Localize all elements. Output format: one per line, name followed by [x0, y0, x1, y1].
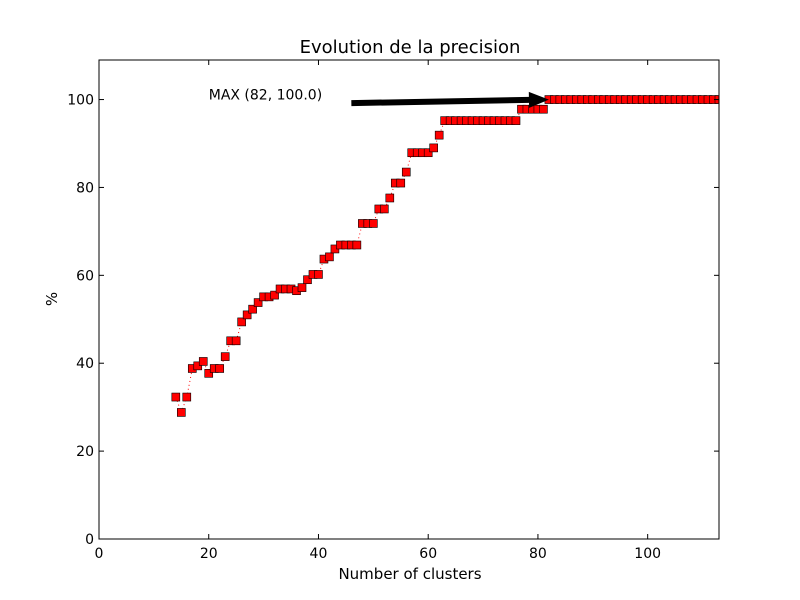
x-tick-label: 100 — [634, 546, 661, 562]
data-point — [401, 167, 411, 177]
data-point — [204, 369, 214, 378]
data-point — [248, 304, 257, 314]
max-annotation: MAX (82, 100.0) — [209, 88, 549, 108]
axis-ticks: 0 20 40 60 80 100 0 20 40 60 80 100 — [67, 60, 719, 562]
x-tick-label: 80 — [529, 546, 547, 562]
y-tick-label: 80 — [76, 180, 94, 196]
data-point — [352, 240, 362, 250]
data-point — [242, 310, 252, 320]
x-axis-label: Number of clusters — [338, 565, 481, 583]
series-line — [175, 99, 719, 414]
chart-title: Evolution de la precision — [300, 37, 521, 58]
y-tick-label: 40 — [76, 356, 94, 372]
data-point — [270, 290, 279, 300]
data-point — [253, 298, 263, 307]
data-point — [177, 408, 186, 417]
data-point — [325, 252, 334, 262]
x-tick-label: 20 — [200, 546, 218, 562]
data-point — [380, 204, 389, 214]
data-point — [231, 336, 241, 346]
data-point — [182, 392, 192, 402]
data-point — [237, 317, 246, 327]
x-tick-label: 40 — [310, 546, 328, 562]
plot-area — [171, 95, 719, 417]
y-tick-label: 60 — [76, 268, 94, 284]
data-point — [215, 364, 225, 373]
data-point — [303, 275, 312, 285]
data-point — [171, 392, 181, 402]
data-point — [511, 116, 521, 125]
y-axis-label: % — [43, 292, 61, 306]
data-point — [429, 143, 438, 153]
data-point — [297, 283, 307, 292]
data-point — [198, 357, 208, 366]
data-point — [539, 104, 548, 114]
y-tick-label: 0 — [85, 532, 94, 548]
data-point — [369, 219, 378, 228]
plot-frame — [98, 59, 720, 540]
max-annotation-text: MAX (82, 100.0) — [209, 88, 322, 104]
x-tick-label: 0 — [95, 546, 104, 562]
data-point — [423, 148, 433, 158]
data-point — [396, 178, 406, 188]
data-point — [385, 193, 395, 203]
y-tick-label: 100 — [67, 93, 94, 109]
y-tick-label: 20 — [76, 444, 94, 460]
data-point — [434, 130, 444, 140]
max-annotation-arrow — [351, 91, 549, 108]
x-tick-label: 60 — [419, 546, 437, 562]
data-point — [193, 361, 203, 371]
data-point — [220, 352, 230, 361]
data-point — [314, 270, 323, 279]
